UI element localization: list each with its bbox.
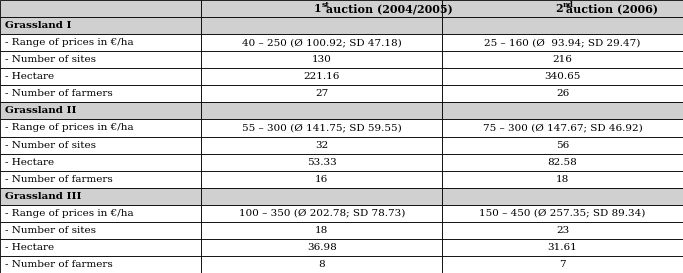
Text: - Number of farmers: - Number of farmers xyxy=(5,89,113,98)
Bar xyxy=(201,222,442,239)
Bar xyxy=(201,256,442,273)
Text: 53.33: 53.33 xyxy=(307,158,337,167)
Text: 7: 7 xyxy=(559,260,566,269)
Bar xyxy=(201,136,442,153)
Bar xyxy=(201,0,442,17)
Text: 221.16: 221.16 xyxy=(303,72,340,81)
Bar xyxy=(0,102,201,120)
Bar xyxy=(0,205,201,222)
Bar xyxy=(442,120,683,136)
Bar xyxy=(0,85,201,102)
Bar xyxy=(201,171,442,188)
Text: - Number of farmers: - Number of farmers xyxy=(5,175,113,184)
Bar xyxy=(442,188,683,205)
Bar xyxy=(0,222,201,239)
Bar xyxy=(0,68,201,85)
Bar xyxy=(442,205,683,222)
Text: 23: 23 xyxy=(556,226,569,235)
Bar xyxy=(0,34,201,51)
Text: nd: nd xyxy=(563,1,573,9)
Bar xyxy=(201,17,442,34)
Text: 40 – 250 (Ø 100.92; SD 47.18): 40 – 250 (Ø 100.92; SD 47.18) xyxy=(242,38,402,47)
Text: 340.65: 340.65 xyxy=(544,72,581,81)
Bar xyxy=(0,239,201,256)
Bar xyxy=(0,188,201,205)
Bar xyxy=(442,153,683,171)
Bar xyxy=(442,0,683,17)
Text: - Hectare: - Hectare xyxy=(5,158,54,167)
Text: 16: 16 xyxy=(315,175,329,184)
Bar xyxy=(201,68,442,85)
Bar xyxy=(0,153,201,171)
Bar xyxy=(0,0,201,17)
Text: 25 – 160 (Ø  93.94; SD 29.47): 25 – 160 (Ø 93.94; SD 29.47) xyxy=(484,38,641,47)
Bar xyxy=(442,68,683,85)
Bar xyxy=(201,153,442,171)
Text: - Hectare: - Hectare xyxy=(5,72,54,81)
Text: 216: 216 xyxy=(553,55,572,64)
Text: 36.98: 36.98 xyxy=(307,243,337,252)
Text: auction (2004/2005): auction (2004/2005) xyxy=(322,3,452,14)
Text: 18: 18 xyxy=(315,226,329,235)
Text: 56: 56 xyxy=(556,141,569,150)
Bar xyxy=(201,205,442,222)
Text: - Number of sites: - Number of sites xyxy=(5,226,96,235)
Text: - Range of prices in €/ha: - Range of prices in €/ha xyxy=(5,38,133,47)
Bar xyxy=(442,256,683,273)
Bar xyxy=(0,136,201,153)
Bar xyxy=(0,120,201,136)
Text: 100 – 350 (Ø 202.78; SD 78.73): 100 – 350 (Ø 202.78; SD 78.73) xyxy=(238,209,405,218)
Bar xyxy=(0,171,201,188)
Bar xyxy=(201,239,442,256)
Bar xyxy=(442,171,683,188)
Text: 75 – 300 (Ø 147.67; SD 46.92): 75 – 300 (Ø 147.67; SD 46.92) xyxy=(483,123,642,132)
Bar xyxy=(0,256,201,273)
Text: 8: 8 xyxy=(318,260,325,269)
Bar xyxy=(442,17,683,34)
Text: - Hectare: - Hectare xyxy=(5,243,54,252)
Bar xyxy=(442,51,683,68)
Bar xyxy=(442,222,683,239)
Text: 2: 2 xyxy=(555,3,563,14)
Bar xyxy=(442,34,683,51)
Text: - Number of farmers: - Number of farmers xyxy=(5,260,113,269)
Bar xyxy=(442,102,683,120)
Text: - Range of prices in €/ha: - Range of prices in €/ha xyxy=(5,209,133,218)
Bar xyxy=(442,136,683,153)
Bar xyxy=(442,85,683,102)
Text: - Number of sites: - Number of sites xyxy=(5,55,96,64)
Text: - Range of prices in €/ha: - Range of prices in €/ha xyxy=(5,123,133,132)
Text: Grassland II: Grassland II xyxy=(5,106,76,115)
Text: auction (2006): auction (2006) xyxy=(563,3,658,14)
Bar xyxy=(0,51,201,68)
Text: Grassland III: Grassland III xyxy=(5,192,81,201)
Text: 18: 18 xyxy=(556,175,569,184)
Text: 26: 26 xyxy=(556,89,569,98)
Bar xyxy=(201,120,442,136)
Text: 150 – 450 (Ø 257.35; SD 89.34): 150 – 450 (Ø 257.35; SD 89.34) xyxy=(479,209,645,218)
Text: 130: 130 xyxy=(311,55,332,64)
Text: - Number of sites: - Number of sites xyxy=(5,141,96,150)
Text: Grassland I: Grassland I xyxy=(5,21,71,30)
Text: 1: 1 xyxy=(314,3,322,14)
Text: 82.58: 82.58 xyxy=(548,158,577,167)
Text: 32: 32 xyxy=(315,141,329,150)
Text: st: st xyxy=(322,1,330,9)
Bar xyxy=(201,188,442,205)
Bar xyxy=(201,85,442,102)
Bar xyxy=(201,51,442,68)
Text: 55 – 300 (Ø 141.75; SD 59.55): 55 – 300 (Ø 141.75; SD 59.55) xyxy=(242,123,402,132)
Text: 31.61: 31.61 xyxy=(548,243,577,252)
Bar xyxy=(0,17,201,34)
Bar xyxy=(201,102,442,120)
Text: 27: 27 xyxy=(315,89,329,98)
Bar xyxy=(201,34,442,51)
Bar xyxy=(442,239,683,256)
